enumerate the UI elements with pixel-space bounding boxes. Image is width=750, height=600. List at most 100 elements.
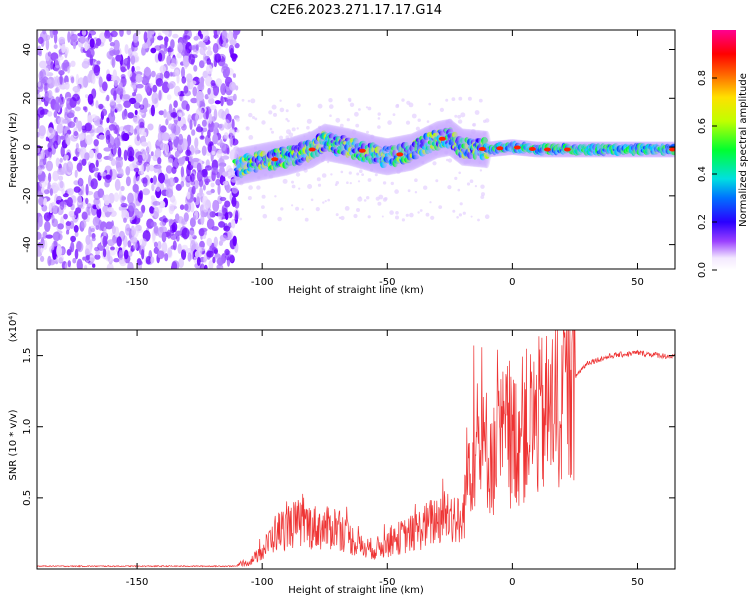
noise-blob <box>119 30 124 37</box>
ridge-blob <box>460 137 466 144</box>
noise-blob <box>77 261 84 269</box>
noise-blob <box>156 250 165 260</box>
noise-blob <box>39 60 47 69</box>
noise-blob <box>215 178 221 186</box>
faint-dot <box>327 161 330 164</box>
noise-blob <box>67 66 71 74</box>
noise-blob <box>219 196 227 202</box>
faint-dot <box>414 178 418 182</box>
faint-dot <box>482 131 487 135</box>
noise-blob <box>72 93 80 102</box>
noise-blob <box>136 176 141 185</box>
faint-dot <box>329 114 332 117</box>
noise-blob <box>203 37 209 43</box>
noise-blob <box>37 147 41 153</box>
noise-blob <box>106 263 114 269</box>
noise-blob <box>69 109 75 116</box>
faint-dot <box>355 161 359 165</box>
faint-dot <box>241 98 245 102</box>
noise-blob <box>160 142 167 151</box>
noise-blob <box>232 73 236 78</box>
noise-blob <box>132 84 136 90</box>
snr-y-multiplier: (x10⁴) <box>8 312 19 343</box>
noise-blob <box>172 33 179 39</box>
noise-blob <box>132 117 139 123</box>
noise-blob <box>55 157 60 168</box>
noise-blob <box>46 78 52 84</box>
noise-blob <box>195 44 199 51</box>
noise-blob <box>37 81 41 88</box>
faint-dot <box>256 185 261 190</box>
noise-blob <box>45 38 50 51</box>
faint-dot <box>484 214 490 219</box>
noise-blob <box>119 261 127 267</box>
noise-blob <box>132 92 137 97</box>
noise-blob <box>147 30 154 39</box>
faint-dot <box>316 177 321 182</box>
noise-blob <box>107 142 112 149</box>
noise-blob <box>151 92 159 105</box>
faint-dot <box>445 120 449 124</box>
noise-blob <box>207 45 211 52</box>
noise-blob <box>37 45 42 52</box>
noise-blob <box>220 266 224 269</box>
noise-blob <box>222 180 229 186</box>
noise-blob <box>45 234 54 239</box>
noise-blob <box>134 109 138 116</box>
noise-blob <box>95 100 99 109</box>
noise-blob <box>139 104 145 110</box>
faint-dot <box>280 207 284 211</box>
noise-blob <box>199 186 204 196</box>
noise-blob <box>65 154 69 161</box>
noise-blob <box>116 87 124 95</box>
noise-blob <box>73 186 81 193</box>
faint-dot <box>407 189 411 193</box>
faint-dot <box>303 162 307 166</box>
noise-blob <box>151 183 155 192</box>
faint-dot <box>405 213 409 217</box>
noise-blob <box>191 129 196 136</box>
noise-blob <box>181 244 188 251</box>
faint-dot <box>369 168 374 172</box>
x-tick-label: -100 <box>251 277 274 288</box>
noise-blob <box>85 254 91 261</box>
noise-blob <box>158 124 162 135</box>
noise-blob <box>74 106 81 112</box>
noise-blob <box>227 123 232 129</box>
noise-blob <box>185 174 193 183</box>
noise-blob <box>178 258 185 268</box>
noise-blob <box>216 257 224 266</box>
noise-blob <box>221 155 230 160</box>
noise-blob <box>186 164 191 177</box>
noise-blob <box>55 96 60 104</box>
faint-dot <box>315 207 320 212</box>
noise-blob <box>47 181 51 190</box>
noise-blob <box>194 251 199 258</box>
snr-y-label: SNR (10 * v/v) <box>8 409 19 480</box>
noise-blob <box>202 53 207 65</box>
faint-dot <box>447 158 453 163</box>
faint-dot <box>348 171 352 175</box>
faint-dot <box>346 118 350 122</box>
noise-blob <box>53 32 58 44</box>
noise-blob <box>204 264 208 269</box>
faint-dot <box>245 126 250 131</box>
noise-blob <box>77 147 82 153</box>
noise-blob <box>202 46 208 51</box>
x-tick-label: -150 <box>126 277 149 288</box>
faint-dot <box>253 146 258 150</box>
noise-blob <box>107 249 111 262</box>
faint-dot <box>347 97 352 102</box>
colorbar-label: Normalized spectral amplitude <box>738 73 749 227</box>
noise-blob <box>190 158 194 166</box>
faint-dot <box>291 127 296 132</box>
noise-blob <box>102 235 108 248</box>
colorbar-gradient <box>712 30 736 270</box>
faint-dot <box>338 216 342 219</box>
faint-dot <box>479 169 483 172</box>
noise-blob <box>103 147 112 152</box>
noise-blob <box>206 208 212 220</box>
noise-blob <box>64 107 68 116</box>
noise-blob <box>108 153 114 162</box>
y-tick-label: 1.5 <box>22 348 33 364</box>
